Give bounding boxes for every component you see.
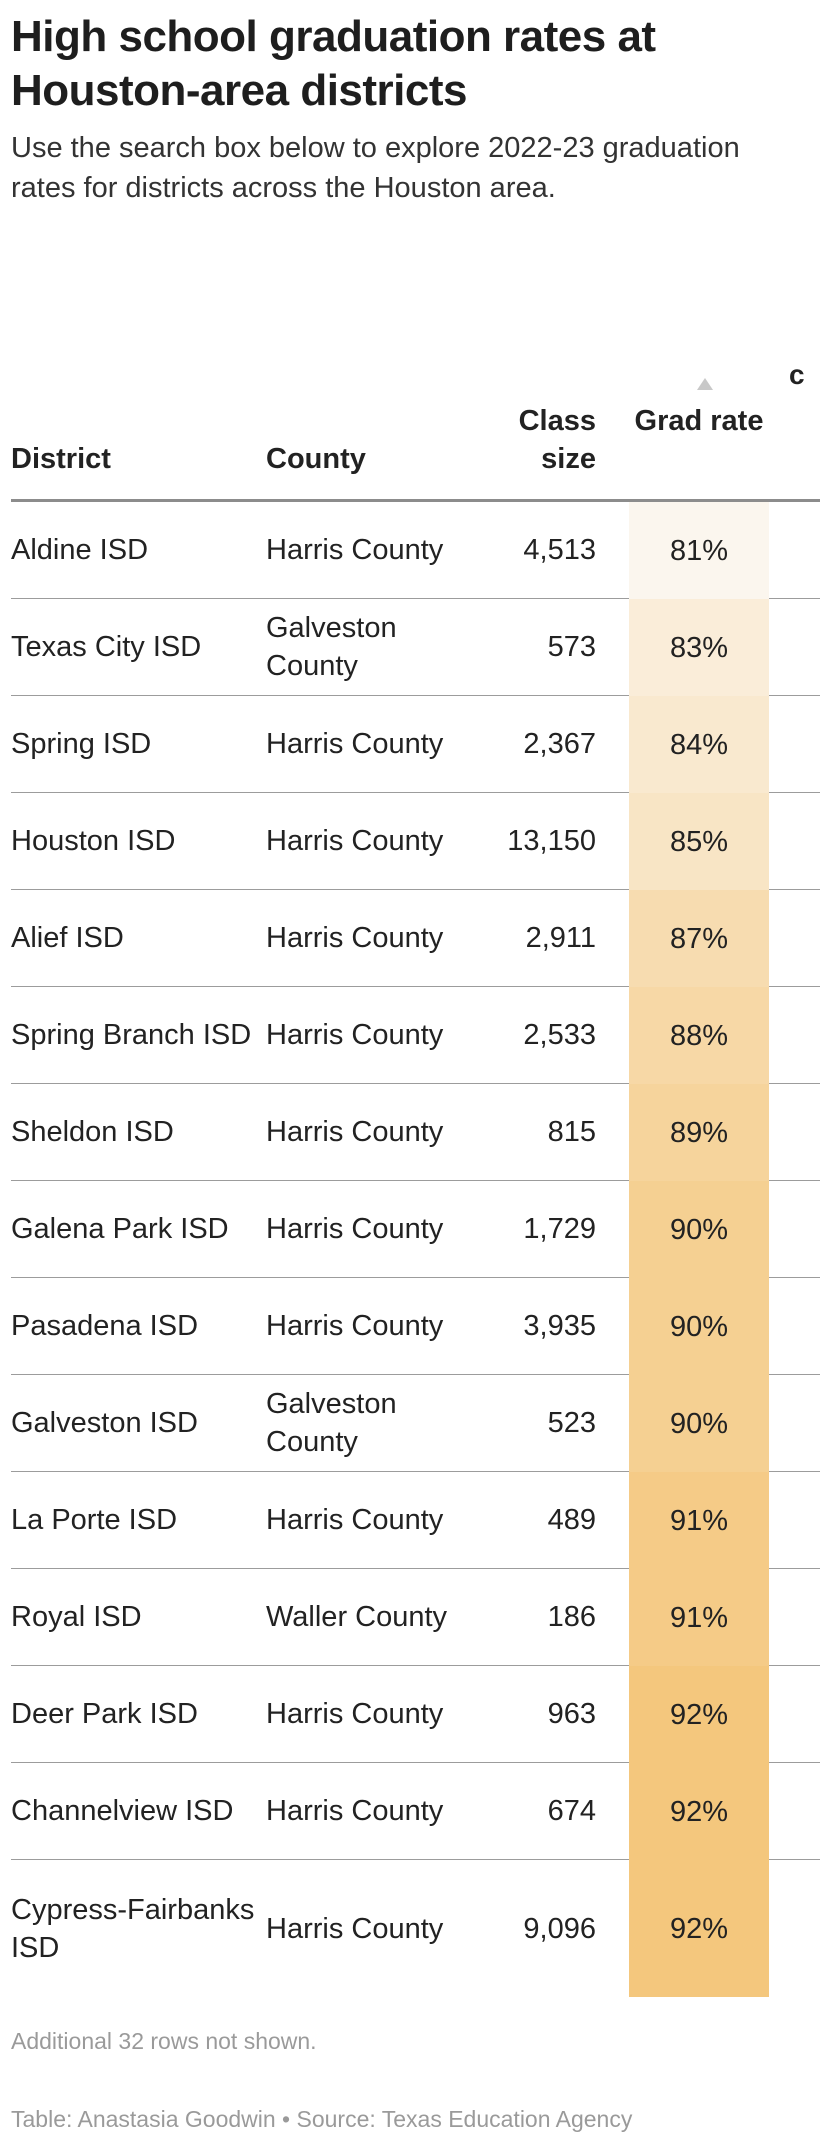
cell-class-size: 674: [547, 1795, 596, 1827]
cell-class-size: 2,367: [523, 728, 596, 760]
cell-county: Harris County: [266, 922, 444, 954]
table-row: Deer Park ISD Harris County 963 92%: [11, 1666, 820, 1764]
cell-class-size: 523: [547, 1407, 596, 1439]
cell-class-size: 4,513: [523, 534, 596, 566]
cell-district: Sheldon ISD: [11, 1116, 174, 1148]
table-row: Spring Branch ISD Harris County 2,533 88%: [11, 987, 820, 1085]
table-row: Alief ISD Harris County 2,911 87%: [11, 890, 820, 988]
cell-district: La Porte ISD: [11, 1504, 178, 1536]
cell-county: Harris County: [266, 1019, 444, 1051]
cell-grad-rate: 83%: [629, 599, 769, 697]
page-subtitle: Use the search box below to explore 2022…: [11, 132, 740, 204]
cell-grad-rate: 91%: [629, 1472, 769, 1570]
column-header-county[interactable]: County: [266, 443, 366, 475]
cell-class-size: 573: [547, 631, 596, 663]
cell-county: Harris County: [266, 1213, 444, 1245]
cell-district: Houston ISD: [11, 825, 176, 857]
cell-county: Galveston County: [266, 612, 397, 682]
cell-county: Harris County: [266, 1116, 444, 1148]
cell-grad-rate: 90%: [629, 1181, 769, 1279]
cell-district: Pasadena ISD: [11, 1310, 199, 1342]
cell-grad-rate: 91%: [629, 1569, 769, 1667]
cell-district: Galena Park ISD: [11, 1213, 229, 1245]
graphic-container: High school graduation rates at Houston-…: [11, 0, 820, 208]
cell-county: Harris County: [266, 1912, 444, 1945]
cell-county: Waller County: [266, 1601, 448, 1633]
cell-county: Harris County: [266, 534, 444, 566]
cell-district: Spring Branch ISD: [11, 1019, 252, 1051]
cell-class-size: 13,150: [507, 825, 596, 857]
cell-district: Alief ISD: [11, 922, 124, 954]
cell-district: Galveston ISD: [11, 1407, 198, 1439]
data-table: District County Class size Grad rate c A…: [11, 356, 820, 2046]
cell-class-size: 2,911: [525, 922, 596, 954]
column-header-district[interactable]: District: [11, 443, 111, 475]
table-row: Galveston ISD Galveston County 523 90%: [11, 1375, 820, 1473]
cell-grad-rate: 87%: [629, 890, 769, 988]
cell-class-size: 963: [547, 1698, 596, 1730]
cell-grad-rate: 92%: [629, 1763, 769, 1861]
cell-district: Spring ISD: [11, 728, 152, 760]
cell-county: Harris County: [266, 825, 444, 857]
cell-grad-rate: 81%: [629, 502, 769, 600]
cell-grad-rate: 85%: [629, 793, 769, 891]
cell-county: Harris County: [266, 1698, 444, 1730]
table-row: Channelview ISD Harris County 674 92%: [11, 1763, 820, 1861]
rows-not-shown-note: Additional 32 rows not shown.: [11, 2028, 317, 2054]
cell-grad-rate: 92%: [629, 1860, 769, 1997]
table-row: Pasadena ISD Harris County 3,935 90%: [11, 1278, 820, 1376]
cell-class-size: 2,533: [523, 1019, 596, 1051]
cell-class-size: 1,729: [523, 1213, 596, 1245]
cell-district: Channelview ISD: [11, 1795, 234, 1827]
table-row: La Porte ISD Harris County 489 91%: [11, 1472, 820, 1570]
cell-class-size: 489: [547, 1504, 596, 1536]
cell-district: Cypress-Fairbanks ISD: [11, 1893, 255, 1964]
table-row: Cypress-Fairbanks ISD Harris County 9,096 9…: [11, 1860, 820, 1997]
cell-county: Harris County: [266, 1504, 444, 1536]
header-divider: [11, 499, 820, 502]
table-row: Houston ISD Harris County 13,150 85%: [11, 793, 820, 891]
cell-class-size: 815: [547, 1116, 596, 1148]
cell-county: Harris County: [266, 728, 444, 760]
cell-grad-rate: 92%: [629, 1666, 769, 1764]
cell-class-size: 9,096: [523, 1912, 596, 1945]
table-row: Texas City ISD Galveston County 573 83%: [11, 599, 820, 697]
cell-grad-rate: 88%: [629, 987, 769, 1085]
table-row: Spring ISD Harris County 2,367 84%: [11, 696, 820, 794]
table-row: Galena Park ISD Harris County 1,729 90%: [11, 1181, 820, 1279]
table-header: District County Class size Grad rate c: [11, 356, 820, 502]
cell-district: Royal ISD: [11, 1601, 142, 1633]
table-row: Sheldon ISD Harris County 815 89%: [11, 1084, 820, 1182]
table-row: Aldine ISD Harris County 4,513 81%: [11, 502, 820, 600]
column-header-class-size[interactable]: Class size: [518, 405, 596, 475]
column-header-grad-rate[interactable]: Grad rate: [634, 405, 764, 437]
cell-class-size: 186: [547, 1601, 596, 1633]
cell-grad-rate: 89%: [629, 1084, 769, 1182]
cell-district: Aldine ISD: [11, 534, 149, 566]
cell-county: Harris County: [266, 1310, 444, 1342]
cell-grad-rate: 90%: [629, 1375, 769, 1473]
cell-county: Harris County: [266, 1795, 444, 1827]
table-body: Aldine ISD Harris County 4,513 81% Texas Cit…: [11, 502, 820, 1997]
sort-ascending-icon: [697, 378, 713, 390]
cell-district: Deer Park ISD: [11, 1698, 198, 1730]
source-credit: Table: Anastasia Goodwin • Source: Texas…: [11, 2106, 633, 2132]
cell-district: Texas City ISD: [11, 631, 202, 663]
table-row: Royal ISD Waller County 186 91%: [11, 1569, 820, 1667]
cell-grad-rate: 84%: [629, 696, 769, 794]
column-header-extra[interactable]: c: [789, 359, 805, 390]
page-title: High school graduation rates at Houston-…: [11, 12, 656, 115]
cell-county: Galveston County: [266, 1388, 397, 1458]
cell-grad-rate: 90%: [629, 1278, 769, 1376]
cell-class-size: 3,935: [523, 1310, 596, 1342]
